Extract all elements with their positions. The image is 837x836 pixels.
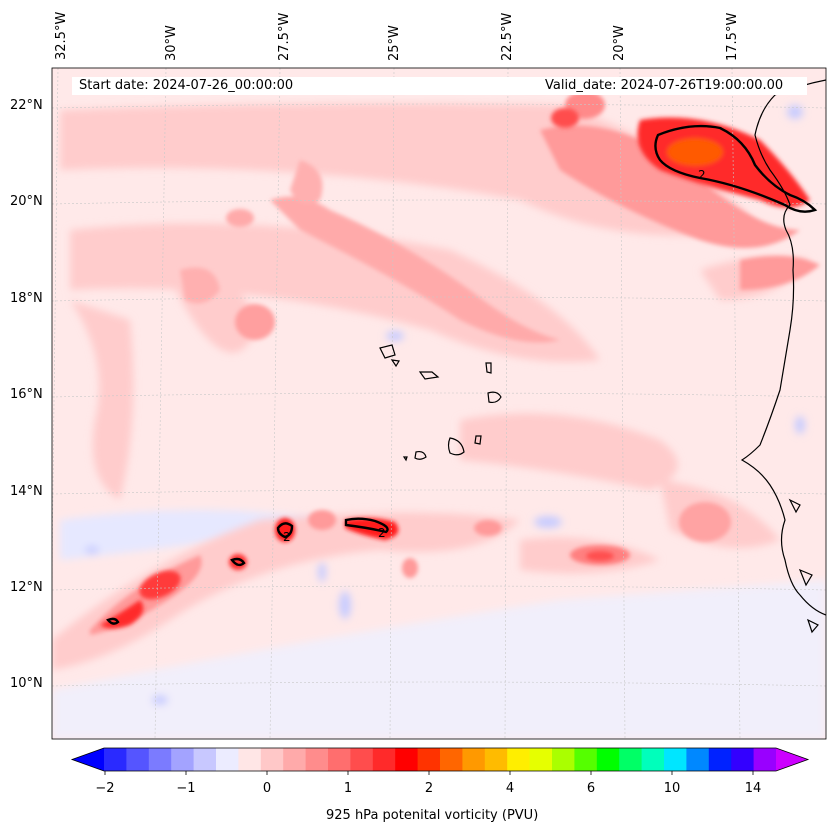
colorbar-swatch: [171, 748, 195, 771]
colorbar-extend-min: [72, 748, 104, 771]
colorbar-swatch: [417, 748, 441, 771]
lon-label: 17.5°W: [725, 12, 740, 61]
contour-label: 2: [378, 526, 386, 540]
moderate-positive-pv: [90, 91, 820, 635]
lat-label: 22°N: [10, 98, 43, 113]
colorbar-swatch: [328, 748, 351, 771]
colorbar-swatch: [619, 748, 643, 771]
colorbar-swatch: [664, 748, 687, 771]
colorbar-swatch: [529, 748, 553, 771]
pv-2-contour: [106, 124, 818, 625]
colorbar-swatch: [708, 748, 732, 771]
colorbar-swatch: [216, 748, 239, 771]
colorbar-swatch: [731, 748, 755, 771]
colorbar-swatch: [686, 748, 710, 771]
colorbar-tick-label: −2: [95, 781, 115, 796]
lat-label: 20°N: [10, 194, 43, 209]
colorbar-swatch: [350, 748, 374, 771]
colorbar-swatch: [507, 748, 531, 771]
colorbar-swatch: [440, 748, 463, 771]
colorbar-swatch: [462, 748, 486, 771]
colorbar-swatch: [238, 748, 262, 771]
colorbar-tick-label: 2: [424, 781, 434, 796]
colorbar-swatch: [753, 748, 777, 771]
lon-label: 20°W: [612, 25, 627, 61]
colorbar-tick-label: 6: [586, 781, 596, 796]
colorbar-tick-label: 0: [262, 781, 272, 796]
colorbar-title: 925 hPa potenital vorticity (PVU): [326, 808, 539, 823]
colorbar-tick-label: 10: [663, 781, 681, 796]
lat-label: 18°N: [10, 291, 43, 306]
lat-label: 10°N: [10, 676, 43, 691]
coastline: [379, 79, 826, 634]
colorbar-swatch: [574, 748, 598, 771]
colorbar-swatch: [260, 748, 284, 771]
colorbar-swatch: [596, 748, 620, 771]
lat-label: 16°N: [10, 387, 43, 402]
colorbar-swatch: [372, 748, 396, 771]
colorbar: [70, 747, 810, 775]
colorbar-tick-label: 14: [744, 781, 762, 796]
colorbar-swatch: [126, 748, 150, 771]
valid-date-label: Valid_date: 2024-07-26T19:00:00.00: [545, 78, 784, 93]
lon-label: 30°W: [164, 25, 179, 61]
map-frame: [51, 67, 827, 740]
colorbar-swatch: [104, 748, 127, 771]
lon-label: 27.5°W: [277, 12, 292, 61]
colorbar-swatch: [193, 748, 217, 771]
colorbar-outline: [70, 747, 810, 772]
colorbar-swatch: [148, 748, 172, 771]
colorbar-swatch: [305, 748, 329, 771]
colorbar-swatch: [484, 748, 508, 771]
colorbar-tick-label: 4: [505, 781, 515, 796]
lat-label: 12°N: [10, 580, 43, 595]
colorbar-tick-label: 1: [343, 781, 353, 796]
lon-label: 25°W: [387, 25, 402, 61]
lat-label: 14°N: [10, 484, 43, 499]
colorbar-extend-max: [776, 748, 808, 771]
contour-label: 2: [283, 530, 291, 544]
lon-label: 22.5°W: [500, 12, 515, 61]
start-date-label: Start date: 2024-07-26_00:00:00: [79, 78, 294, 93]
contour-label: 2: [698, 168, 706, 182]
date-banner: [72, 77, 807, 95]
colorbar-swatch: [395, 748, 419, 771]
map-panel: [52, 68, 826, 739]
colorbar-swatch: [283, 748, 307, 771]
colorbar-swatch: [641, 748, 665, 771]
lon-label: 32.5°W: [54, 11, 69, 60]
colorbar-swatch: [552, 748, 575, 771]
colorbar-tick-label: −1: [176, 781, 196, 796]
